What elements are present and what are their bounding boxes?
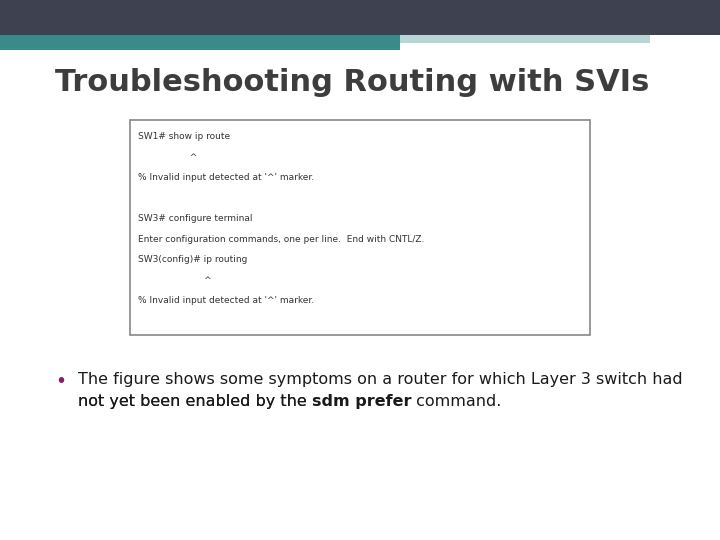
Text: SW1# show ip route: SW1# show ip route bbox=[138, 132, 230, 141]
Text: not yet been enabled by the: not yet been enabled by the bbox=[78, 394, 312, 409]
Text: SW3# configure terminal: SW3# configure terminal bbox=[138, 214, 253, 223]
Text: ^: ^ bbox=[138, 276, 212, 285]
Bar bbox=[130, 120, 590, 335]
Text: Enter configuration commands, one per line.  End with CNTL/Z.: Enter configuration commands, one per li… bbox=[138, 235, 424, 244]
Text: ^: ^ bbox=[138, 152, 197, 161]
Bar bbox=[0, 0, 720, 35]
Text: command.: command. bbox=[411, 394, 502, 409]
Text: sdm prefer: sdm prefer bbox=[312, 394, 411, 409]
Text: % Invalid input detected at '^' marker.: % Invalid input detected at '^' marker. bbox=[138, 296, 314, 305]
Text: SW3(config)# ip routing: SW3(config)# ip routing bbox=[138, 255, 248, 264]
Bar bbox=[400, 43, 720, 50]
Text: Troubleshooting Routing with SVIs: Troubleshooting Routing with SVIs bbox=[55, 68, 649, 97]
Text: % Invalid input detected at '^' marker.: % Invalid input detected at '^' marker. bbox=[138, 173, 314, 182]
Bar bbox=[400, 35, 650, 43]
Text: The figure shows some symptoms on a router for which Layer 3 switch had: The figure shows some symptoms on a rout… bbox=[78, 372, 683, 387]
Text: •: • bbox=[55, 372, 66, 391]
Bar bbox=[0, 35, 430, 50]
Text: not yet been enabled by the: not yet been enabled by the bbox=[78, 394, 312, 409]
